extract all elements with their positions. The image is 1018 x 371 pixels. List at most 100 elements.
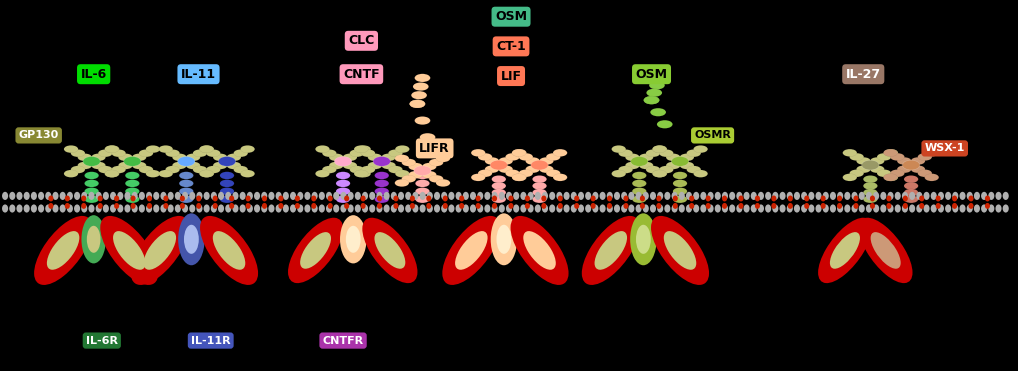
Ellipse shape bbox=[499, 204, 505, 213]
Ellipse shape bbox=[463, 204, 469, 213]
Ellipse shape bbox=[729, 204, 735, 213]
Ellipse shape bbox=[180, 203, 185, 209]
Ellipse shape bbox=[412, 192, 418, 200]
Ellipse shape bbox=[405, 204, 411, 213]
Ellipse shape bbox=[186, 162, 201, 169]
Ellipse shape bbox=[936, 196, 941, 201]
Ellipse shape bbox=[884, 174, 898, 181]
Ellipse shape bbox=[967, 192, 973, 200]
Ellipse shape bbox=[612, 145, 626, 153]
Ellipse shape bbox=[361, 166, 376, 173]
Ellipse shape bbox=[794, 204, 800, 213]
Ellipse shape bbox=[74, 204, 80, 213]
Ellipse shape bbox=[413, 82, 429, 91]
Ellipse shape bbox=[645, 166, 660, 173]
Ellipse shape bbox=[680, 162, 694, 169]
Ellipse shape bbox=[395, 179, 409, 187]
Ellipse shape bbox=[673, 158, 687, 165]
Ellipse shape bbox=[278, 203, 283, 209]
Ellipse shape bbox=[118, 162, 132, 169]
Ellipse shape bbox=[225, 204, 231, 213]
Ellipse shape bbox=[540, 157, 554, 165]
Ellipse shape bbox=[635, 204, 641, 213]
Ellipse shape bbox=[246, 192, 252, 200]
Ellipse shape bbox=[902, 192, 908, 200]
Ellipse shape bbox=[902, 160, 920, 170]
Ellipse shape bbox=[388, 166, 402, 173]
Ellipse shape bbox=[600, 204, 606, 213]
Ellipse shape bbox=[837, 203, 842, 209]
Ellipse shape bbox=[138, 204, 145, 213]
Ellipse shape bbox=[512, 149, 526, 157]
Ellipse shape bbox=[722, 192, 728, 200]
Ellipse shape bbox=[411, 91, 427, 99]
Ellipse shape bbox=[673, 196, 678, 201]
Ellipse shape bbox=[672, 192, 678, 200]
Ellipse shape bbox=[916, 192, 922, 200]
Ellipse shape bbox=[863, 189, 878, 196]
Ellipse shape bbox=[415, 167, 430, 174]
Ellipse shape bbox=[233, 166, 247, 173]
Ellipse shape bbox=[413, 166, 432, 175]
Ellipse shape bbox=[909, 192, 915, 200]
Ellipse shape bbox=[649, 204, 656, 213]
Ellipse shape bbox=[988, 192, 995, 200]
Ellipse shape bbox=[67, 204, 73, 213]
Ellipse shape bbox=[519, 170, 533, 177]
Ellipse shape bbox=[653, 145, 667, 153]
Ellipse shape bbox=[138, 150, 153, 157]
Ellipse shape bbox=[715, 192, 721, 200]
Ellipse shape bbox=[297, 192, 303, 200]
Ellipse shape bbox=[585, 192, 591, 200]
Ellipse shape bbox=[81, 196, 87, 201]
Ellipse shape bbox=[382, 162, 396, 169]
Ellipse shape bbox=[794, 192, 800, 200]
Ellipse shape bbox=[923, 192, 929, 200]
Ellipse shape bbox=[229, 203, 234, 209]
Ellipse shape bbox=[904, 175, 918, 183]
Ellipse shape bbox=[82, 157, 101, 166]
Ellipse shape bbox=[693, 145, 708, 153]
Ellipse shape bbox=[924, 174, 939, 181]
Ellipse shape bbox=[49, 203, 54, 209]
Ellipse shape bbox=[336, 158, 350, 165]
Ellipse shape bbox=[549, 192, 555, 200]
Ellipse shape bbox=[110, 204, 116, 213]
Ellipse shape bbox=[92, 154, 106, 161]
Ellipse shape bbox=[519, 153, 533, 161]
Ellipse shape bbox=[843, 149, 857, 157]
Ellipse shape bbox=[153, 192, 159, 200]
Ellipse shape bbox=[246, 204, 252, 213]
Ellipse shape bbox=[863, 196, 878, 203]
Ellipse shape bbox=[180, 196, 185, 201]
Ellipse shape bbox=[262, 204, 268, 213]
Ellipse shape bbox=[527, 204, 533, 213]
Ellipse shape bbox=[336, 188, 350, 195]
Ellipse shape bbox=[124, 204, 130, 213]
Ellipse shape bbox=[240, 170, 254, 177]
Ellipse shape bbox=[884, 174, 898, 181]
Ellipse shape bbox=[766, 204, 772, 213]
Ellipse shape bbox=[738, 203, 743, 209]
Ellipse shape bbox=[996, 192, 1002, 200]
Ellipse shape bbox=[9, 192, 15, 200]
Ellipse shape bbox=[490, 160, 507, 170]
Ellipse shape bbox=[887, 196, 892, 201]
Ellipse shape bbox=[788, 203, 793, 209]
Ellipse shape bbox=[336, 180, 350, 187]
Ellipse shape bbox=[131, 204, 137, 213]
Ellipse shape bbox=[60, 192, 66, 200]
Ellipse shape bbox=[276, 204, 282, 213]
Ellipse shape bbox=[984, 196, 989, 201]
Ellipse shape bbox=[974, 204, 980, 213]
Ellipse shape bbox=[863, 161, 878, 169]
Ellipse shape bbox=[117, 192, 123, 200]
Ellipse shape bbox=[166, 166, 180, 173]
Ellipse shape bbox=[632, 180, 646, 187]
Ellipse shape bbox=[534, 192, 541, 200]
Ellipse shape bbox=[632, 158, 646, 165]
Ellipse shape bbox=[31, 204, 37, 213]
Ellipse shape bbox=[138, 166, 153, 173]
Ellipse shape bbox=[492, 161, 506, 169]
Ellipse shape bbox=[592, 192, 599, 200]
